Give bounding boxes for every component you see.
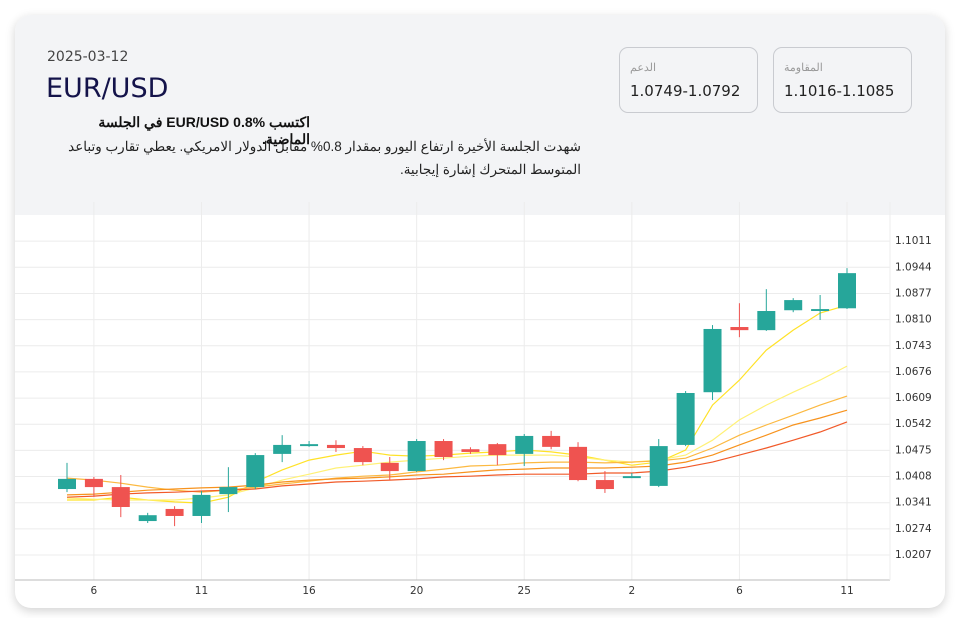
x-tick-label: 2 xyxy=(628,585,635,597)
candle-body xyxy=(676,392,695,445)
candle-body xyxy=(515,435,534,454)
candle-body xyxy=(461,449,480,452)
candle-body xyxy=(111,487,130,507)
x-tick-label: 11 xyxy=(195,585,208,597)
x-tick-label: 20 xyxy=(410,585,423,597)
summary: شهدت الجلسة الأخيرة ارتفاع اليورو بمقدار… xyxy=(68,139,581,177)
y-tick-label: 1.0609 xyxy=(895,392,932,404)
moving-average xyxy=(66,409,848,496)
y-tick-label: 1.0676 xyxy=(895,366,932,378)
y-tick-label: 1.0341 xyxy=(895,497,932,509)
resistance-box: المقاومة 1.1016-1.1085 xyxy=(773,47,912,113)
chart: 1.0207 1.0274 1.0341 1.0408 1.0475 1.0542 1.06… xyxy=(15,202,932,597)
candle-body xyxy=(703,328,722,393)
level-value: 1.0749-1.0792 xyxy=(630,82,741,100)
y-tick-label: 1.1011 xyxy=(895,235,932,247)
card: 2025-03-12 EUR/USD اكتسب EUR/USD 0.8% في… xyxy=(15,15,945,608)
y-tick-label: 1.0274 xyxy=(895,523,932,535)
moving-average xyxy=(66,395,848,493)
candle-body xyxy=(434,441,453,458)
x-tick-label: 16 xyxy=(302,585,316,597)
candle-body xyxy=(165,508,184,516)
candle-body xyxy=(273,444,292,454)
candle-body xyxy=(326,444,345,449)
y-tick-label: 1.0542 xyxy=(895,418,932,430)
candle-body xyxy=(649,446,668,486)
level-value: 1.1016-1.1085 xyxy=(784,82,895,100)
candle-body xyxy=(58,478,76,490)
level-label: الدعم xyxy=(630,62,657,74)
header: 2025-03-12 EUR/USD اكتسب EUR/USD 0.8% في… xyxy=(15,15,945,215)
support-box: الدعم 1.0749-1.0792 xyxy=(619,47,758,113)
candle-body xyxy=(138,515,157,522)
headline: اكتسب EUR/USD 0.8% في الجلسة الماضية. xyxy=(98,114,310,147)
candle-body xyxy=(595,480,614,490)
x-tick-label: 25 xyxy=(518,585,531,597)
x-tick-label: 11 xyxy=(840,585,853,597)
candle-body xyxy=(84,478,103,488)
candle-body xyxy=(730,327,749,331)
y-tick-label: 1.0877 xyxy=(895,287,932,299)
candle-body xyxy=(811,309,830,312)
candle-body xyxy=(784,300,803,311)
pair: EUR/USD xyxy=(46,73,169,104)
y-tick-label: 1.0207 xyxy=(895,549,932,561)
candle-body xyxy=(542,435,561,447)
moving-average xyxy=(66,365,848,501)
candle-body xyxy=(353,448,372,463)
candle-body xyxy=(380,462,399,472)
candle-body xyxy=(488,444,507,456)
level-label: المقاومة xyxy=(784,62,823,74)
moving-average xyxy=(66,421,848,498)
candle-body xyxy=(622,476,641,479)
candle-body xyxy=(407,441,426,472)
x-tick-label: 6 xyxy=(91,585,98,597)
y-tick-label: 1.0810 xyxy=(895,314,932,326)
x-tick-label: 6 xyxy=(736,585,743,597)
date: 2025-03-12 xyxy=(47,49,129,65)
candle-body xyxy=(569,446,588,481)
y-tick-label: 1.0475 xyxy=(895,444,932,456)
candle-body xyxy=(219,487,238,495)
y-tick-label: 1.0944 xyxy=(895,261,932,273)
candle-body xyxy=(838,273,856,309)
candle-body xyxy=(757,311,776,331)
candle-body xyxy=(300,444,319,447)
candle-body xyxy=(192,494,211,516)
y-tick-label: 1.0743 xyxy=(895,340,932,352)
y-tick-label: 1.0408 xyxy=(895,471,932,483)
candle-body xyxy=(246,455,265,488)
